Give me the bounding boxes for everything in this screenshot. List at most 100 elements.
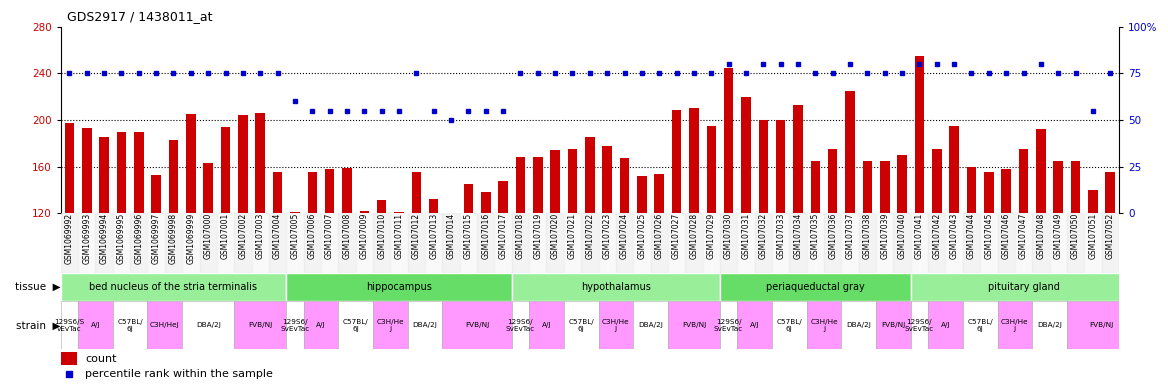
Bar [99, 137, 109, 213]
Text: GSM107046: GSM107046 [1002, 213, 1010, 260]
Text: GSM1069992: GSM1069992 [65, 213, 74, 264]
Text: GSM107051: GSM107051 [1089, 213, 1098, 259]
Text: GSM107050: GSM107050 [1071, 213, 1080, 260]
Bar [724, 68, 734, 213]
Bar [286, 213, 304, 273]
Bar [633, 213, 651, 273]
Bar [464, 184, 473, 213]
Text: C57BL/
6J: C57BL/ 6J [967, 319, 993, 332]
Text: 129S6/
SvEvTac: 129S6/ SvEvTac [714, 319, 743, 332]
Bar [651, 213, 668, 273]
Text: FVB/NJ: FVB/NJ [682, 323, 705, 328]
Bar [147, 301, 182, 349]
Text: GSM1069996: GSM1069996 [134, 213, 144, 264]
Text: GSM107004: GSM107004 [273, 213, 283, 260]
Bar [911, 301, 929, 349]
Bar [342, 168, 352, 213]
Bar [1015, 213, 1033, 273]
Text: GSM107006: GSM107006 [308, 213, 317, 260]
Bar [929, 213, 945, 273]
Text: 129S6/
SvEvTac: 129S6/ SvEvTac [506, 319, 535, 332]
Bar [568, 149, 577, 213]
Text: GSM107029: GSM107029 [707, 213, 716, 259]
Bar [512, 213, 529, 273]
Text: GSM107025: GSM107025 [638, 213, 646, 259]
Text: GSM107039: GSM107039 [881, 213, 889, 260]
Text: A/J: A/J [91, 323, 100, 328]
Bar [339, 213, 355, 273]
Bar [113, 301, 147, 349]
Text: GSM1069995: GSM1069995 [117, 213, 126, 264]
Bar [460, 213, 477, 273]
Text: bed nucleus of the stria terminalis: bed nucleus of the stria terminalis [90, 282, 257, 292]
Bar [932, 149, 941, 213]
Bar [533, 157, 543, 213]
Bar [633, 301, 668, 349]
Text: GSM107013: GSM107013 [429, 213, 438, 259]
Bar [858, 213, 876, 273]
Bar [1089, 190, 1098, 213]
Bar [1033, 301, 1066, 349]
Bar [221, 127, 230, 213]
Bar [411, 172, 422, 213]
Bar [598, 301, 633, 349]
Bar [64, 124, 75, 213]
Bar [235, 301, 286, 349]
Text: A/J: A/J [317, 323, 326, 328]
Bar [408, 213, 425, 273]
Text: C3H/He
J: C3H/He J [1001, 319, 1029, 332]
Bar [304, 213, 321, 273]
Bar [911, 273, 1136, 301]
Bar [894, 213, 911, 273]
Bar [325, 169, 334, 213]
Text: C3H/He
J: C3H/He J [602, 319, 630, 332]
Text: 129S6/
SvEvTac: 129S6/ SvEvTac [905, 319, 934, 332]
Bar [755, 213, 772, 273]
Text: GSM1069998: GSM1069998 [169, 213, 178, 264]
Bar [585, 137, 595, 213]
Text: GSM107045: GSM107045 [985, 213, 993, 260]
Text: GSM107005: GSM107005 [291, 213, 299, 260]
Bar [373, 213, 390, 273]
Bar [377, 200, 387, 213]
Text: percentile rank within the sample: percentile rank within the sample [85, 369, 273, 379]
Text: GSM107002: GSM107002 [238, 213, 248, 259]
Bar [997, 301, 1033, 349]
Bar [61, 301, 78, 349]
Bar [182, 301, 235, 349]
Text: GSM107030: GSM107030 [724, 213, 734, 260]
Bar [776, 120, 785, 213]
Bar [564, 213, 582, 273]
Text: pituitary gland: pituitary gland [988, 282, 1059, 292]
Text: GSM107018: GSM107018 [516, 213, 524, 259]
Bar [512, 301, 529, 349]
Bar [547, 213, 564, 273]
Bar [61, 352, 77, 365]
Text: GSM107028: GSM107028 [689, 213, 698, 259]
Text: GSM107015: GSM107015 [464, 213, 473, 259]
Bar [238, 115, 248, 213]
Text: A/J: A/J [750, 323, 759, 328]
Bar [147, 213, 165, 273]
Bar [203, 163, 213, 213]
Bar [668, 301, 719, 349]
Bar [1084, 213, 1101, 273]
Bar [689, 108, 698, 213]
Bar [1018, 149, 1028, 213]
Text: GSM107048: GSM107048 [1036, 213, 1045, 259]
Bar [269, 213, 286, 273]
Bar [950, 126, 959, 213]
Bar [876, 213, 894, 273]
Bar [962, 301, 997, 349]
Text: C3H/HeJ: C3H/HeJ [150, 323, 180, 328]
Bar [512, 273, 719, 301]
Bar [286, 273, 512, 301]
Text: GSM107009: GSM107009 [360, 213, 369, 260]
Text: tissue  ▶: tissue ▶ [15, 282, 61, 292]
Bar [390, 213, 408, 273]
Bar [911, 213, 929, 273]
Text: DBA/2J: DBA/2J [412, 323, 438, 328]
Text: C57BL/
6J: C57BL/ 6J [342, 319, 369, 332]
Text: GSM107037: GSM107037 [846, 213, 855, 260]
Bar [897, 155, 906, 213]
